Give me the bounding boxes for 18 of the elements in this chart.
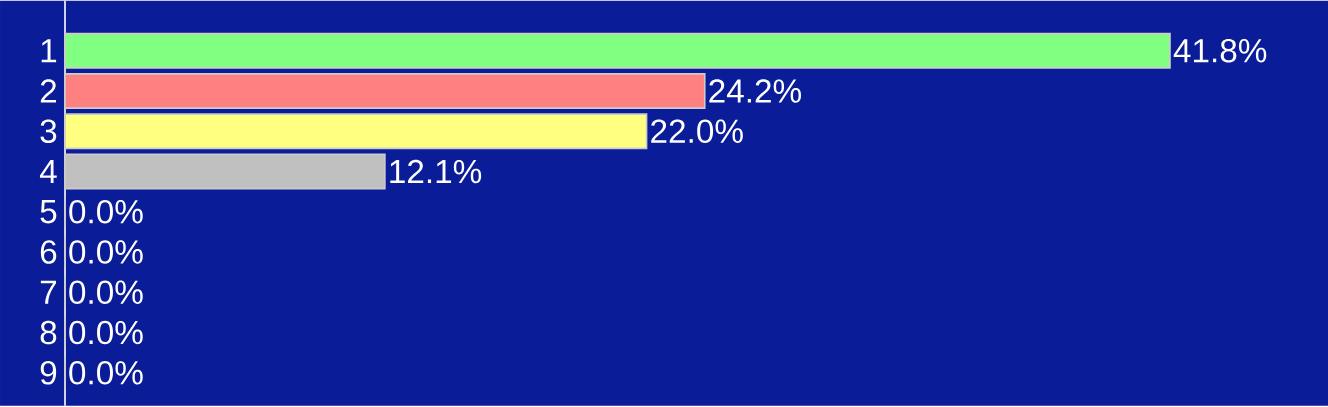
- data-label: 0.0%: [69, 200, 143, 224]
- data-label: 0.0%: [69, 361, 143, 385]
- y-tick-label: 7: [40, 281, 57, 304]
- y-tick-label: 6: [40, 240, 57, 265]
- data-label: 0.0%: [69, 320, 143, 345]
- data-label: 24.2%: [709, 79, 801, 103]
- y-tick-label: 1: [41, 39, 57, 63]
- data-label: 12.1%: [390, 159, 482, 184]
- data-label: 41.8%: [1173, 39, 1267, 63]
- y-tick-label: 9: [40, 361, 57, 385]
- y-tick-label: 4: [39, 160, 57, 184]
- y-tick-label: 3: [40, 119, 57, 144]
- data-label: 0.0%: [69, 280, 143, 305]
- data-label: 0.0%: [69, 240, 143, 265]
- y-tick-label: 2: [40, 79, 57, 103]
- data-label: 22.0%: [651, 119, 743, 144]
- y-tick-label: 8: [40, 320, 57, 345]
- y-tick-label: 5: [40, 200, 57, 224]
